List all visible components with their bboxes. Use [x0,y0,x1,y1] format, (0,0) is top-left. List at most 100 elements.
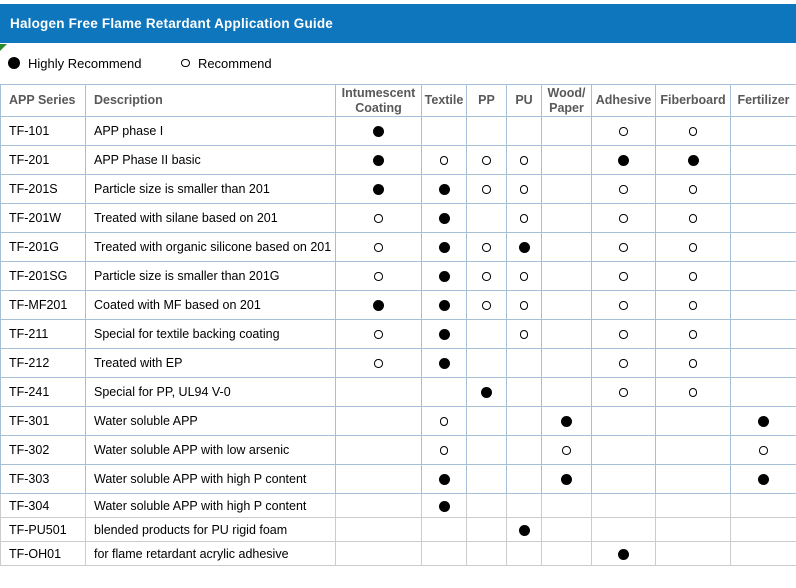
mark-cell-intumescent-coating [335,261,422,291]
column-header-textile: Textile [421,84,467,117]
mark-cell-textile [421,493,467,518]
mark-cell-fiberboard [655,464,731,494]
mark-cell-intumescent-coating [335,174,422,204]
filled-circle-icon [758,474,769,486]
series-cell: TF-304 [0,493,86,518]
mark-cell-intumescent-coating [335,319,422,349]
description-cell: Water soluble APP with high P content [85,464,336,494]
hollow-circle-icon [759,446,768,455]
mark-cell-fertilizer [730,464,796,494]
mark-cell-adhesive [591,464,656,494]
mark-cell-adhesive [591,174,656,204]
mark-cell-fertilizer [730,203,796,233]
mark-cell-pp [466,145,507,175]
mark-cell-wood-paper [541,203,592,233]
description-cell: for flame retardant acrylic adhesive [85,541,336,566]
mark-cell-fiberboard [655,435,731,465]
mark-cell-adhesive [591,232,656,262]
mark-cell-pp [466,261,507,291]
mark-cell-adhesive [591,377,656,407]
hollow-circle-icon [619,359,628,368]
hollow-circle-icon [374,243,383,252]
table-row-tf-oh01: TF-OH01 for flame retardant acrylic adhes… [0,541,796,566]
mark-cell-fertilizer [730,116,796,146]
hollow-circle-icon [619,127,628,136]
mark-cell-adhesive [591,406,656,436]
filled-circle-icon [8,57,20,69]
mark-cell-pp [466,493,507,518]
filled-circle-icon [481,387,492,399]
series-cell: TF-OH01 [0,541,86,566]
mark-cell-intumescent-coating [335,290,422,320]
table-row-tf-mf201: TF-MF201 Coated with MF based on 201 [0,290,796,320]
mark-cell-fertilizer [730,541,796,566]
table-row-tf-201g: TF-201G Treated with organic silicone bas… [0,232,796,262]
mark-cell-pu [506,290,542,320]
hollow-circle-icon [482,272,491,281]
mark-cell-pp [466,348,507,378]
mark-cell-fiberboard [655,541,731,566]
mark-cell-fiberboard [655,116,731,146]
hollow-circle-icon [519,185,529,194]
hollow-circle-icon [688,127,698,136]
mark-cell-textile [421,517,467,542]
mark-cell-fertilizer [730,348,796,378]
hollow-circle-icon [482,243,491,252]
mark-cell-fertilizer [730,319,796,349]
hollow-circle-icon [482,301,491,310]
hollow-circle-icon [439,156,449,165]
mark-cell-wood-paper [541,464,592,494]
mark-cell-wood-paper [541,232,592,262]
table-row-tf-201: TF-201 APP Phase II basic [0,145,796,175]
series-cell: TF-241 [0,377,86,407]
mark-cell-fertilizer [730,145,796,175]
hollow-circle-icon [688,214,698,223]
mark-cell-fiberboard [655,517,731,542]
mark-cell-adhesive [591,203,656,233]
mark-cell-adhesive [591,261,656,291]
filled-circle-icon [438,242,450,254]
description-cell: Water soluble APP [85,406,336,436]
series-cell: TF-101 [0,116,86,146]
filled-circle-icon [373,155,384,167]
filled-circle-icon [438,329,450,341]
hollow-circle-icon [619,301,628,310]
column-header-wood-paper: Wood/ Paper [541,84,592,117]
hollow-circle-icon [374,272,383,281]
series-cell: TF-201 [0,145,86,175]
table-row-tf-302: TF-302 Water soluble APP with low arsenic [0,435,796,465]
mark-cell-pu [506,348,542,378]
mark-cell-fertilizer [730,232,796,262]
mark-cell-fiberboard [655,348,731,378]
mark-cell-wood-paper [541,541,592,566]
mark-cell-adhesive [591,435,656,465]
mark-cell-textile [421,290,467,320]
hollow-circle-icon [482,185,491,194]
mark-cell-wood-paper [541,174,592,204]
description-cell: Special for PP, UL94 V-0 [85,377,336,407]
hollow-circle-icon [688,388,698,397]
mark-cell-intumescent-coating [335,541,422,566]
hollow-circle-icon [688,185,698,194]
mark-cell-intumescent-coating [335,203,422,233]
hollow-circle-icon [519,330,529,339]
mark-cell-fertilizer [730,517,796,542]
mark-cell-pu [506,174,542,204]
title-bar: Halogen Free Flame Retardant Application… [0,4,796,43]
series-cell: TF-212 [0,348,86,378]
mark-cell-intumescent-coating [335,435,422,465]
mark-cell-fiberboard [655,261,731,291]
column-header-fertilizer: Fertilizer [730,84,796,117]
filled-circle-icon [518,524,530,536]
filled-circle-icon [561,474,572,486]
mark-cell-intumescent-coating [335,377,422,407]
mark-cell-adhesive [591,290,656,320]
table-row-tf-241: TF-241 Special for PP, UL94 V-0 [0,377,796,407]
description-cell: blended products for PU rigid foam [85,517,336,542]
description-cell: Particle size is smaller than 201G [85,261,336,291]
hollow-circle-icon [619,214,628,223]
mark-cell-pp [466,464,507,494]
mark-cell-wood-paper [541,348,592,378]
filled-circle-icon [618,155,629,167]
hollow-circle-icon [562,446,571,455]
